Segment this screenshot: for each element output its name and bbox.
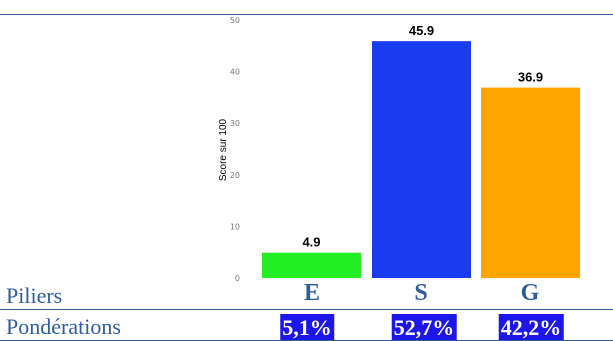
y-tick-label: 40	[230, 68, 240, 77]
y-axis-label: Score sur 100	[218, 118, 229, 181]
bar-chart: 0 10 20 30 40 50 4.9 45.9 36.9 Score sur 100	[218, 16, 580, 283]
bar-e	[262, 252, 361, 278]
pilier-e: E	[303, 280, 321, 306]
bar-s	[372, 41, 471, 278]
piliers-label: Piliers	[6, 283, 63, 308]
y-tick-label: 20	[230, 171, 240, 180]
data-label-g: 36.9	[518, 70, 543, 85]
pilier-g: G	[520, 280, 540, 306]
ponderation-e: 5,1%	[280, 314, 334, 341]
data-label-e: 4.9	[302, 235, 320, 250]
ponderations-label: Pondérations	[6, 314, 121, 339]
top-rule	[0, 14, 613, 15]
y-tick-label: 50	[230, 16, 240, 25]
ponderation-s: 52,7%	[391, 314, 457, 341]
pilier-s: S	[414, 280, 428, 306]
y-tick-label: 10	[230, 222, 240, 231]
y-tick-label: 0	[235, 274, 240, 283]
ponderation-g: 42,2%	[498, 314, 564, 341]
data-label-s: 45.9	[409, 23, 434, 38]
y-tick-label: 30	[230, 119, 240, 128]
middle-rule	[0, 309, 613, 310]
bar-g	[481, 87, 580, 278]
